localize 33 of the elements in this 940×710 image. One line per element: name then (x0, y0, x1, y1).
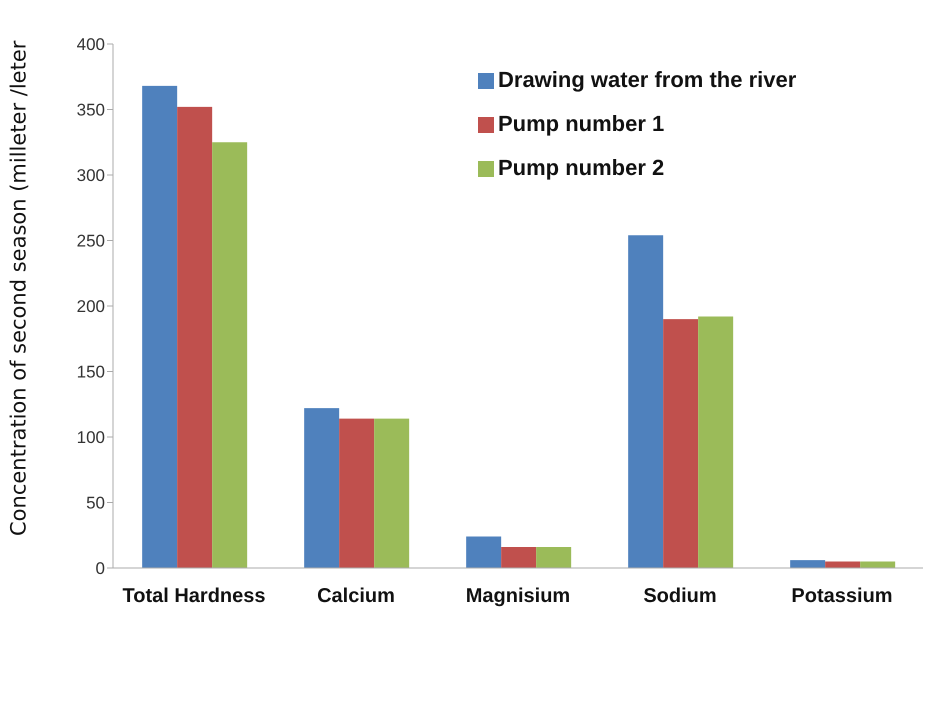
bar (501, 547, 536, 568)
bar (663, 319, 698, 568)
bar (698, 316, 734, 568)
bar (339, 418, 374, 568)
legend-label: Pump number 2 (498, 155, 664, 180)
y-tick-label: 250 (76, 232, 105, 251)
bar (304, 408, 340, 568)
bar (536, 547, 572, 568)
bar (177, 106, 212, 568)
bar (860, 561, 896, 568)
x-tick-label: Potassium (791, 585, 893, 608)
y-tick-label: 50 (86, 494, 105, 513)
bar (628, 235, 664, 568)
bar (466, 536, 502, 568)
bar (212, 142, 248, 568)
y-tick-label: 350 (76, 100, 105, 120)
y-tick-label: 200 (76, 297, 105, 316)
bar (790, 560, 826, 568)
bar (142, 86, 178, 568)
y-tick-label: 400 (76, 35, 105, 54)
legend-label: Drawing water from the river (498, 67, 796, 92)
x-tick-label: Magnisium (466, 585, 570, 608)
x-tick-label: Calcium (317, 585, 395, 608)
legend-label: Pump number 1 (498, 111, 664, 136)
bar (374, 418, 410, 568)
x-tick-label: Sodium (643, 585, 717, 608)
y-tick-label: 100 (76, 428, 105, 448)
y-tick-label: 150 (76, 362, 105, 382)
y-tick-label: 300 (76, 166, 105, 186)
x-tick-label: Total Hardness (122, 585, 266, 608)
y-tick-label: 0 (96, 559, 105, 578)
y-axis-title: Concentration of second season (milleter /leter (6, 40, 30, 536)
bar (825, 561, 860, 568)
